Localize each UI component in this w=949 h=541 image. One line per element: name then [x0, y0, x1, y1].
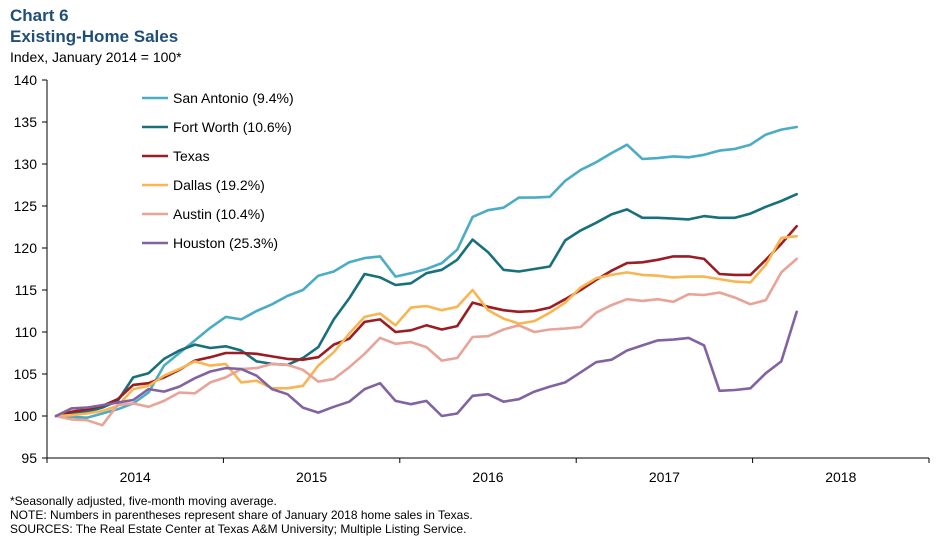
series-line-3	[54, 234, 799, 418]
legend-label: Houston (25.3%)	[173, 235, 278, 251]
series-line-2	[54, 224, 799, 418]
series-line-4	[54, 257, 799, 427]
y-tick-label: 105	[14, 366, 38, 382]
y-tick-label: 95	[21, 450, 37, 466]
chart-title: Existing-Home Sales	[10, 27, 179, 46]
series-line-1	[54, 192, 799, 418]
y-tick-label: 115	[15, 282, 38, 298]
y-tick-label: 130	[14, 156, 38, 172]
y-tick-label: 135	[14, 114, 38, 130]
y-tick-label: 100	[14, 408, 38, 424]
y-tick-labels: 95 100 105 110 115 120 125 130 135 140	[14, 72, 38, 466]
series-lines	[54, 125, 799, 427]
footnote-sources: SOURCES: The Real Estate Center at Texas…	[10, 522, 467, 536]
x-tick-labels: 2014 2015 2016 2017 2018	[120, 469, 857, 485]
y-tick-label: 125	[14, 198, 38, 214]
x-tick-label: 2015	[296, 469, 327, 485]
footnote-note: NOTE: Numbers in parentheses represent s…	[10, 508, 473, 522]
footnote-seasonal: *Seasonally adjusted, five-month moving …	[10, 494, 277, 508]
x-tick-label: 2018	[825, 469, 856, 485]
legend-label: Texas	[173, 148, 210, 164]
legend-label: San Antonio (9.4%)	[173, 90, 294, 106]
y-tick-label: 120	[14, 240, 38, 256]
x-tick-label: 2017	[649, 469, 680, 485]
series-line-5	[54, 310, 799, 418]
x-tick-label: 2016	[472, 469, 503, 485]
y-tick-label: 140	[14, 72, 38, 88]
y-axis-label: Index, January 2014 = 100*	[10, 49, 182, 65]
x-tick-label: 2014	[120, 469, 151, 485]
series-line-0	[54, 125, 799, 420]
legend: San Antonio (9.4%) Fort Worth (10.6%) Texa…	[142, 90, 294, 251]
legend-label: Dallas (19.2%)	[173, 177, 265, 193]
chart-label: Chart 6	[10, 6, 69, 25]
y-tick-label: 110	[15, 324, 38, 340]
axes	[42, 79, 930, 463]
legend-label: Fort Worth (10.6%)	[173, 119, 292, 135]
legend-label: Austin (10.4%)	[173, 206, 265, 222]
footnotes: *Seasonally adjusted, five-month moving …	[10, 494, 473, 536]
